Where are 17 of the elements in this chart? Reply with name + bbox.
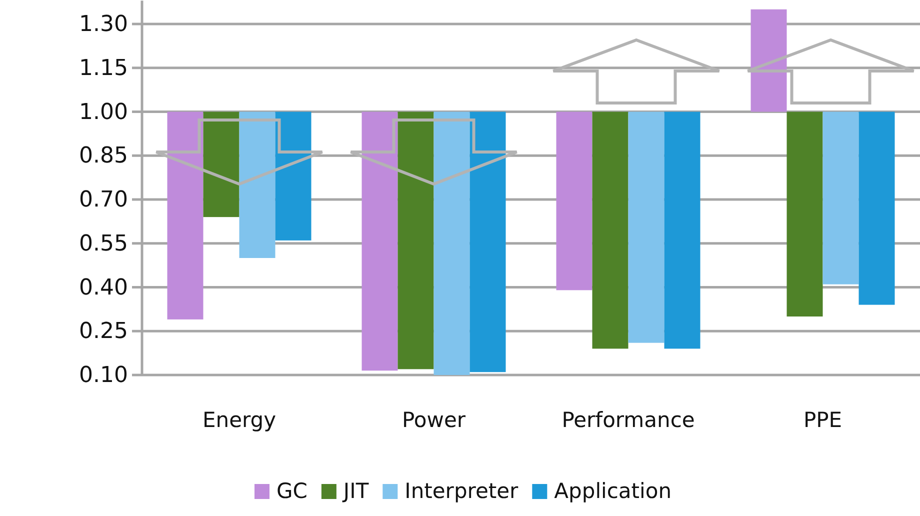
y-tick-label: 1.15	[79, 56, 128, 81]
y-tick-label: 0.40	[79, 275, 128, 300]
x-tick-label: Power	[402, 408, 466, 432]
legend-label: Interpreter	[404, 479, 519, 503]
y-tick-label: 1.00	[79, 100, 128, 125]
y-tick-label: 0.70	[79, 188, 128, 213]
legend-label: GC	[276, 479, 308, 503]
legend-label: Application	[554, 479, 672, 503]
y-tick-label: 0.55	[79, 231, 128, 256]
y-tick-label: 0.85	[79, 144, 128, 169]
x-tick-label: Performance	[562, 408, 695, 432]
y-tick-label: 0.10	[79, 363, 128, 388]
x-tick-label: PPE	[803, 408, 842, 432]
x-tick-label: Energy	[202, 408, 276, 432]
y-tick-label: 0.25	[79, 319, 128, 344]
y-tick-label: 1.30	[79, 12, 128, 38]
legend-label: JIT	[341, 479, 369, 503]
